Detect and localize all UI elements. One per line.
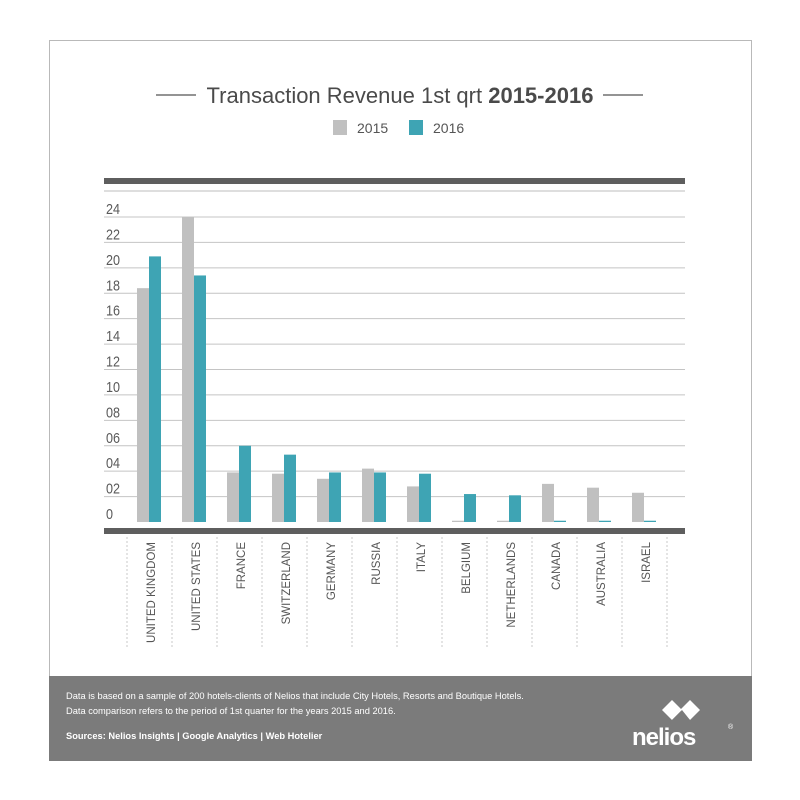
x-tick-label: SWITZERLAND <box>281 542 293 624</box>
bar-2016 <box>194 275 206 522</box>
chart-title: Transaction Revenue 1st qrt 2015-2016 <box>207 83 594 108</box>
x-tick-label: FRANCE <box>236 542 248 590</box>
y-tick-label: 18 <box>106 277 120 294</box>
nelios-logo-registered: ® <box>728 724 734 731</box>
legend-swatch-2016 <box>409 120 423 135</box>
chart-title-light: Transaction Revenue 1st qrt <box>207 83 489 108</box>
bar-2016 <box>419 473 431 522</box>
x-tick-label: RUSSIA <box>371 542 383 585</box>
x-tick-label: NETHERLANDS <box>506 542 518 628</box>
y-tick-label: 12 <box>106 354 120 371</box>
y-tick-label: 20 <box>106 252 120 269</box>
legend-label-2016: 2016 <box>433 120 464 136</box>
nelios-logo: nelios ® <box>632 696 744 751</box>
x-tick-label: CANADA <box>551 542 563 590</box>
x-tick-label: UNITED KINGDOM <box>146 542 158 643</box>
bar-2015 <box>632 492 644 522</box>
bar-2015 <box>362 468 374 522</box>
bar-2015 <box>497 520 509 522</box>
chart-card <box>49 40 752 761</box>
bar-2016 <box>554 520 566 522</box>
footer: Data is based on a sample of 200 hotels-… <box>49 676 752 761</box>
bar-2015 <box>137 288 149 522</box>
legend-swatch-2015 <box>333 120 347 135</box>
nelios-logo-text: nelios <box>632 724 696 751</box>
bar-2016 <box>509 495 521 522</box>
bar-2016 <box>329 472 341 522</box>
x-tick-label: GERMANY <box>326 542 338 600</box>
bar-2015 <box>452 520 464 522</box>
y-tick-label: 14 <box>106 328 120 345</box>
x-tick-label: BELGIUM <box>461 542 473 594</box>
chart-title-bold: 2015-2016 <box>488 83 593 108</box>
bar-2016 <box>599 520 611 522</box>
x-tick-label: AUSTRALIA <box>596 542 608 606</box>
y-tick-label: 24 <box>106 201 120 218</box>
y-tick-label: 08 <box>106 404 120 421</box>
bar-2016 <box>149 256 161 522</box>
bar-2015 <box>407 486 419 522</box>
bar-2016 <box>284 454 296 522</box>
legend-label-2015: 2015 <box>357 120 388 136</box>
bar-2016 <box>374 472 386 522</box>
bar-2015 <box>272 473 284 522</box>
y-tick-label: 16 <box>106 303 120 320</box>
bar-2016 <box>239 445 251 522</box>
y-tick-label: 10 <box>106 379 120 396</box>
bar-2015 <box>227 472 239 522</box>
plot-top-band <box>104 178 685 184</box>
footer-sources: Sources: Nelios Insights | Google Analyt… <box>66 731 323 741</box>
bar-2015 <box>542 483 554 522</box>
bar-2015 <box>317 478 329 522</box>
nelios-logo-mark-icon <box>662 700 700 720</box>
y-tick-label: 0 <box>106 506 113 523</box>
y-tick-label: 04 <box>106 455 120 472</box>
x-tick-label: UNITED STATES <box>191 542 203 631</box>
footer-note: Data is based on a sample of 200 hotels-… <box>66 691 524 716</box>
y-tick-label: 02 <box>106 481 120 498</box>
plot-baseline-band <box>104 528 685 534</box>
x-tick-label: ISRAEL <box>641 541 653 583</box>
y-tick-label: 06 <box>106 430 120 447</box>
y-tick-label: 22 <box>106 226 120 243</box>
bar-2015 <box>587 487 599 522</box>
x-tick-label: ITALY <box>416 542 428 573</box>
bar-2016 <box>644 520 656 522</box>
bar-2015 <box>182 217 194 522</box>
bar-2016 <box>464 494 476 522</box>
